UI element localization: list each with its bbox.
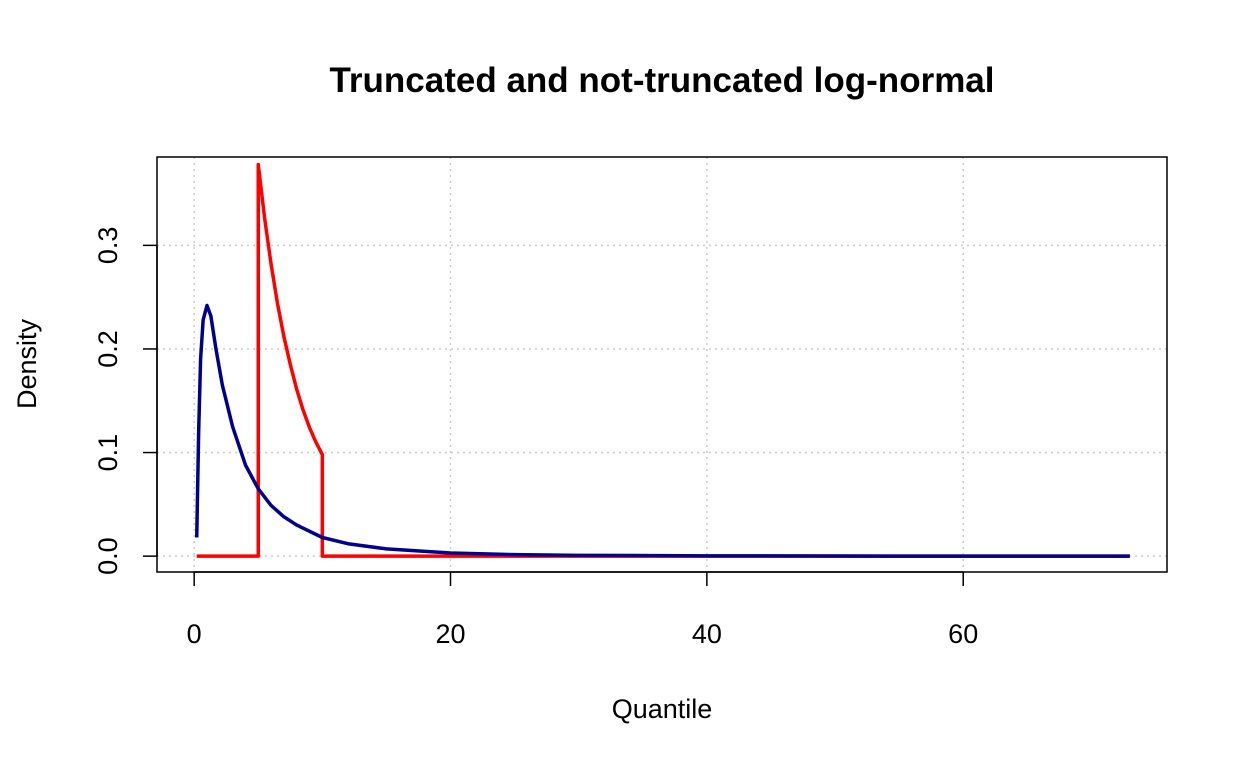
plot-frame <box>156 156 1168 573</box>
x-tick-label: 20 <box>435 619 465 649</box>
series-line-2 <box>194 303 1130 558</box>
x-tick-label: 40 <box>692 619 722 649</box>
series-layer <box>194 162 1130 558</box>
x-tick-label: 0 <box>187 619 202 649</box>
y-tick-label: 0.0 <box>93 537 123 575</box>
x-axis-label: Quantile <box>612 694 713 724</box>
y-axis-label: Density <box>12 318 42 409</box>
y-tick-label: 0.1 <box>93 434 123 472</box>
y-tick-label: 0.3 <box>93 227 123 265</box>
grid <box>157 157 1167 572</box>
axes: 0 20 40 60 0.0 0.1 0.2 0.3 <box>93 227 978 649</box>
series-line-1 <box>196 162 1130 558</box>
y-tick-label: 0.2 <box>93 330 123 368</box>
chart-title: Truncated and not-truncated log-normal <box>329 61 994 100</box>
x-tick-label: 60 <box>948 619 978 649</box>
